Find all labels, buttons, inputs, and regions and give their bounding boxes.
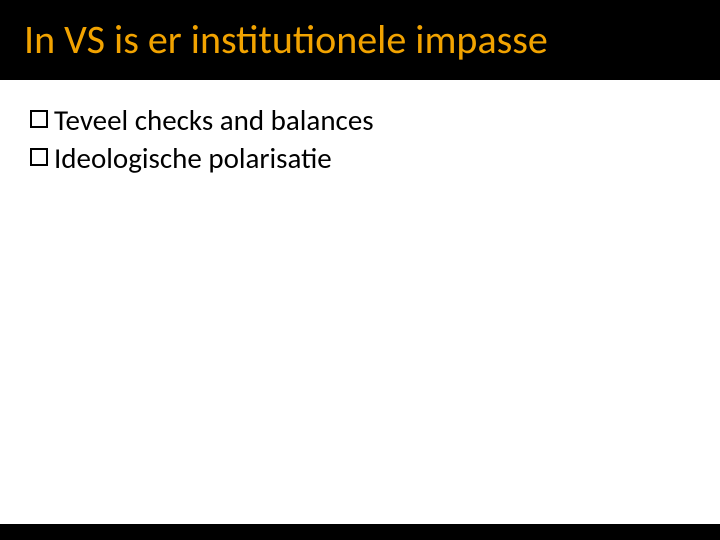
square-bullet-icon	[30, 110, 48, 128]
slide-title: In VS is er institutionele impasse	[24, 18, 696, 62]
list-item: Ideologische polarisatie	[30, 140, 690, 176]
list-item: Teveel checks and balances	[30, 102, 690, 138]
slide-body: Teveel checks and balances Ideologische …	[0, 80, 720, 524]
bullet-text: Ideologische polarisatie	[54, 140, 332, 176]
bullet-text: Teveel checks and balances	[54, 102, 374, 138]
square-bullet-icon	[30, 148, 48, 166]
title-bar: In VS is er institutionele impasse	[0, 0, 720, 80]
